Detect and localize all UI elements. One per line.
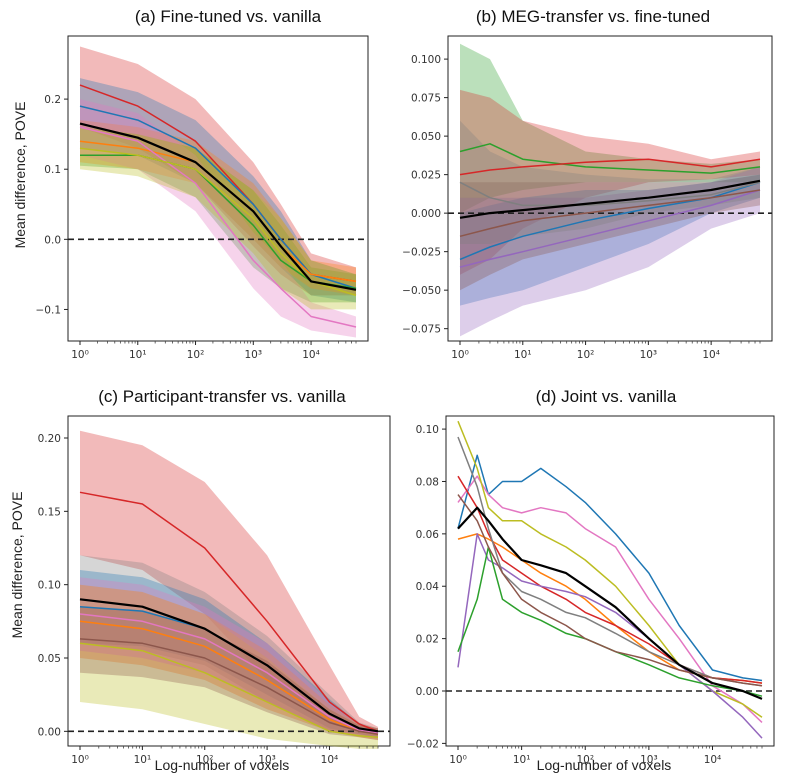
series-line-b-black	[459, 179, 761, 219]
panel-a-plot: 10⁰ 10¹ 10² 10³ 10⁴ −0.1 0.0 0.1 0.2	[36, 35, 369, 361]
series-line-c-black	[79, 598, 379, 733]
xtick-label: 10⁴	[302, 349, 320, 361]
ytick-label: 0.15	[38, 506, 61, 518]
xtick-label: 10¹	[514, 349, 532, 361]
ytick-label: 0.00	[416, 686, 439, 698]
ytick-label: 0.100	[411, 54, 441, 66]
ytick-label: 0.10	[38, 580, 61, 592]
panel-b: (b) MEG-transfer vs. fine-tuned 10⁰ 10¹ 10…	[402, 7, 773, 361]
plot-frame-c	[67, 415, 391, 747]
xtick-label: 10⁴	[702, 349, 720, 361]
panel-d: (d) Joint vs. vanilla Log-number of voxe…	[407, 387, 775, 773]
panel-d-title: (d) Joint vs. vanilla	[536, 387, 677, 406]
ytick-label: 0.20	[38, 433, 61, 445]
ytick-label: 0.075	[411, 93, 441, 105]
panel-c-plot: 10⁰ 10¹ 10² 10³ 10⁴ 0.00 0.05 0.10 0.15 0.20	[38, 415, 391, 766]
xtick-label: 10²	[577, 349, 595, 361]
xtick-label: 10¹	[513, 754, 531, 766]
series-line-d-green	[457, 546, 763, 697]
series-line-a-black	[79, 122, 357, 291]
plot-frame-a	[67, 35, 369, 342]
band-c-brown	[80, 606, 378, 741]
xtick-label: 10²	[187, 349, 205, 361]
ytick-label: −0.1	[36, 304, 62, 316]
band-b-gray	[460, 120, 760, 244]
series-line-d-pink	[457, 475, 763, 723]
xtick-label: 10³	[258, 754, 276, 766]
band-c-red	[80, 430, 378, 736]
xtick-label: 10¹	[134, 754, 152, 766]
series-line-d-purple	[457, 533, 763, 739]
series-line-b-brown	[459, 189, 761, 238]
series-line-c-olive	[79, 642, 379, 738]
ytick-label: 0.10	[416, 424, 439, 436]
xtick-label: 10³	[640, 349, 658, 361]
series-line-b-gray	[459, 181, 761, 207]
panel-a-ylabel: Mean difference, POVE	[12, 102, 28, 249]
band-c-orange	[80, 584, 378, 741]
ytick-label: −0.050	[402, 285, 441, 297]
xtick-label: 10⁰	[71, 349, 89, 361]
band-a-pink	[80, 99, 356, 338]
ytick-label: 0.050	[411, 131, 441, 143]
xtick-label: 10⁰	[449, 754, 467, 766]
series-line-c-brown	[79, 638, 379, 736]
series-line-c-red	[79, 491, 379, 732]
ytick-label: 0.1	[44, 164, 61, 176]
series-line-b-red	[459, 158, 761, 176]
band-c-gray	[80, 555, 378, 738]
panel-d-plot: 10⁰ 10¹ 10² 10³ 10⁴ −0.02 0.00 0.02 0.04 0.06 0.08…	[407, 415, 775, 766]
band-b-red	[460, 89, 760, 275]
xtick-label: 10⁴	[704, 754, 722, 766]
series-line-b-purple	[459, 189, 761, 268]
series-line-b-green	[459, 143, 761, 174]
ytick-label: 0.025	[411, 170, 441, 182]
ytick-label: 0.04	[416, 581, 440, 593]
series-line-d-gray	[457, 436, 763, 687]
ytick-label: 0.02	[416, 634, 439, 646]
band-b-brown	[460, 174, 760, 291]
ytick-label: −0.02	[407, 738, 439, 750]
series-line-a-pink	[79, 126, 357, 328]
plot-frame-b	[447, 35, 773, 342]
xtick-label: 10⁰	[71, 754, 89, 766]
panel-d-xlabel: Log-number of voxels	[537, 757, 672, 773]
panel-b-plot: 10⁰ 10¹ 10² 10³ 10⁴ −0.075 −0.050 −0.025 0.000 0.…	[402, 35, 773, 361]
panel-c-ylabel: Mean difference, POVE	[9, 492, 25, 639]
plot-frame-d	[445, 415, 775, 747]
ytick-label: 0.000	[411, 208, 441, 220]
series-line-d-blue	[457, 454, 763, 682]
panel-a-title: (a) Fine-tuned vs. vanilla	[135, 7, 322, 26]
series-line-d-black	[457, 506, 763, 700]
xtick-label: 10³	[244, 349, 262, 361]
xtick-label: 10⁰	[451, 349, 469, 361]
panel-a: (a) Fine-tuned vs. vanilla Mean differen…	[12, 7, 369, 361]
ytick-label: 0.00	[38, 726, 61, 738]
ytick-label: 0.2	[44, 94, 61, 106]
xtick-label: 10¹	[129, 349, 147, 361]
ytick-label: −0.075	[402, 324, 441, 336]
panel-c-title: (c) Participant-transfer vs. vanilla	[98, 387, 346, 406]
xtick-label: 10³	[640, 754, 658, 766]
xtick-label: 10²	[576, 754, 594, 766]
band-b-green	[460, 43, 760, 214]
ytick-label: −0.025	[402, 247, 441, 259]
panel-b-title: (b) MEG-transfer vs. fine-tuned	[476, 7, 710, 26]
ytick-label: 0.06	[416, 529, 440, 541]
ytick-label: 0.0	[44, 234, 61, 246]
band-b-blue	[460, 174, 760, 306]
series-line-d-brown	[457, 494, 763, 687]
xtick-label: 10²	[196, 754, 214, 766]
ytick-label: 0.05	[38, 653, 61, 665]
panel-c-xlabel: Log-number of voxels	[155, 757, 290, 773]
panel-c: (c) Participant-transfer vs. vanilla Mea…	[9, 387, 391, 773]
ytick-label: 0.08	[416, 476, 439, 488]
series-line-c-pink	[79, 613, 379, 734]
xtick-label: 10⁴	[321, 754, 339, 766]
